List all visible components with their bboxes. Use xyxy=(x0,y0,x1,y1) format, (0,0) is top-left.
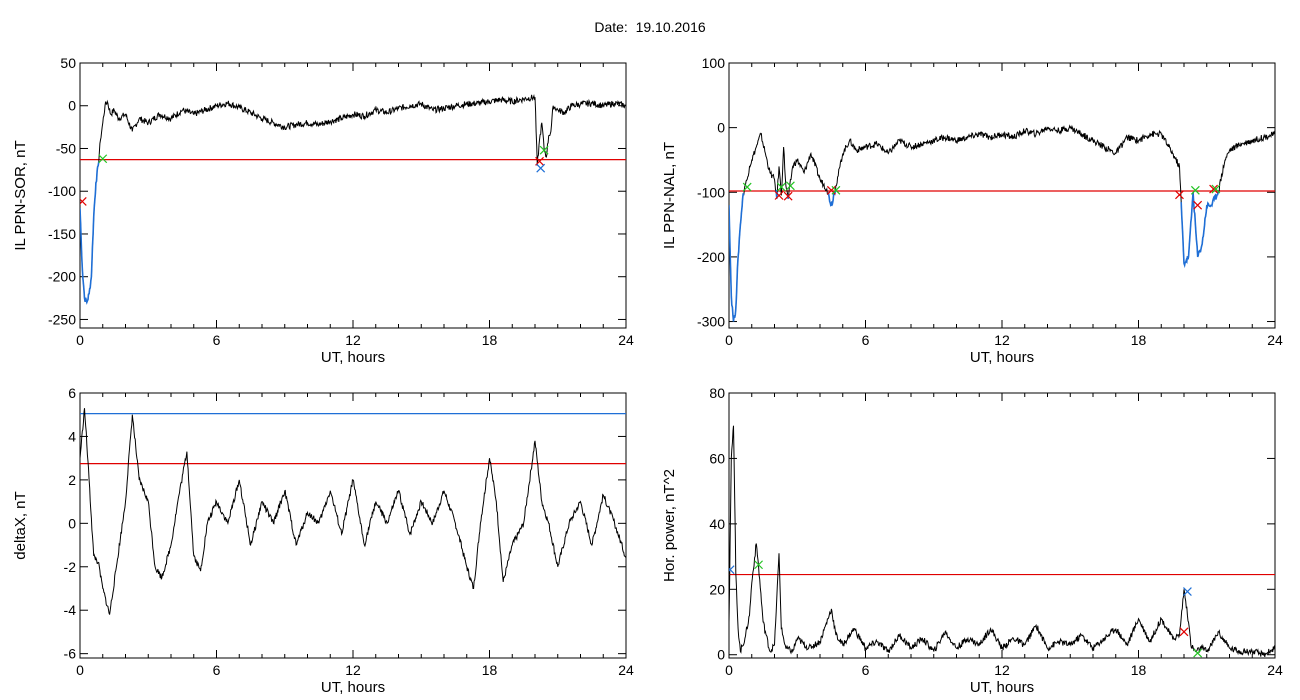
y-tick-label: 0 xyxy=(717,647,725,663)
x-tick-label: 12 xyxy=(994,662,1010,678)
panel-il-ppn-nal: 0 6 12 18 24 100 0 -100 -200 -300 UT, hours IL PPN-… xyxy=(661,55,1283,366)
red-x-marker xyxy=(774,191,784,200)
x-tick-label: 12 xyxy=(994,332,1010,348)
green-x-marker xyxy=(754,560,763,570)
x-tick-label: 0 xyxy=(76,662,84,678)
panel-il-ppn-sor: 0 6 12 18 24 50 0 -50 -100 -150 -200 -250 UT, hours I… xyxy=(12,55,634,366)
series-line xyxy=(80,408,626,615)
panel-deltax: 0 6 12 18 24 6 4 2 0 -2 -4 -6 UT, hours deltaX, nT xyxy=(12,385,634,696)
plot-area xyxy=(80,93,626,305)
x-tick-label: 18 xyxy=(1131,662,1147,678)
red-x-marker xyxy=(1193,200,1203,210)
plot-frame xyxy=(728,392,1276,659)
red-x-marker xyxy=(1209,184,1218,194)
x-tick-label: 0 xyxy=(725,332,733,348)
x-tick-label: 18 xyxy=(482,662,498,678)
y-tick-label: 4 xyxy=(68,428,76,444)
y-axis-title: IL PPN-SOR, nT xyxy=(12,140,29,250)
y-axis-title: IL PPN-NAL, nT xyxy=(661,142,678,249)
y-tick-label: 20 xyxy=(709,581,725,597)
x-tick-label: 0 xyxy=(76,332,84,348)
y-tick-label: 0 xyxy=(68,515,76,531)
y-tick-label: 6 xyxy=(68,385,76,401)
y-tick-label: 50 xyxy=(60,55,76,71)
red-x-marker xyxy=(826,185,836,195)
series-line xyxy=(80,93,626,304)
green-x-marker xyxy=(1193,648,1203,658)
x-tick-label: 18 xyxy=(1131,332,1147,348)
green-x-marker xyxy=(1190,185,1200,195)
red-x-marker xyxy=(80,197,87,206)
y-tick-label: 2 xyxy=(68,472,76,488)
below-threshold-segment xyxy=(1180,191,1220,269)
x-tick-label: 6 xyxy=(862,662,870,678)
red-x-marker xyxy=(1179,627,1189,637)
date-title: Date: 19.10.2016 xyxy=(594,19,706,35)
x-tick-label: 24 xyxy=(618,662,634,678)
green-x-marker xyxy=(539,145,549,155)
x-tick-label: 6 xyxy=(213,332,221,348)
x-tick-label: 6 xyxy=(862,332,870,348)
x-tick-label: 24 xyxy=(1267,662,1283,678)
y-tick-label: -250 xyxy=(48,311,76,327)
green-x-marker xyxy=(742,182,752,192)
green-x-marker xyxy=(786,181,795,191)
y-tick-label: -200 xyxy=(697,249,725,265)
series-line xyxy=(729,124,1275,322)
x-tick-label: 0 xyxy=(725,662,733,678)
y-tick-label: 60 xyxy=(709,450,725,466)
y-tick-label: -300 xyxy=(697,314,725,330)
y-tick-label: -6 xyxy=(64,646,77,662)
green-x-marker xyxy=(831,185,841,195)
plot-area xyxy=(80,408,626,615)
y-tick-label: -200 xyxy=(48,269,76,285)
y-tick-label: -150 xyxy=(48,226,76,242)
green-x-marker xyxy=(776,182,786,192)
y-tick-label: 0 xyxy=(717,120,725,136)
x-tick-label: 24 xyxy=(618,332,634,348)
green-x-marker xyxy=(1211,184,1221,194)
x-axis-title: UT, hours xyxy=(321,679,385,696)
y-tick-label: -100 xyxy=(48,183,76,199)
plot-area xyxy=(729,425,1275,658)
below-threshold-segment xyxy=(80,161,100,305)
below-threshold-segment xyxy=(729,193,745,322)
red-x-marker xyxy=(783,191,793,201)
y-tick-label: 80 xyxy=(709,385,725,401)
below-threshold-segment xyxy=(775,189,779,199)
y-tick-label: 40 xyxy=(709,516,725,532)
blue-x-marker xyxy=(536,163,546,173)
x-axis-title: UT, hours xyxy=(970,679,1034,696)
y-tick-label: -100 xyxy=(697,184,725,200)
y-tick-label: -50 xyxy=(56,140,76,156)
panel-hor-power: 0 6 12 18 24 80 60 40 20 0 UT, hours Hor. power, nT… xyxy=(661,385,1283,696)
x-tick-label: 6 xyxy=(213,662,221,678)
y-tick-label: 0 xyxy=(68,98,76,114)
series-line xyxy=(729,425,1275,657)
x-tick-label: 24 xyxy=(1267,332,1283,348)
x-tick-label: 12 xyxy=(345,662,361,678)
red-x-marker xyxy=(1175,190,1184,200)
x-axis-title: UT, hours xyxy=(321,349,385,366)
green-x-marker xyxy=(98,154,108,164)
blue-x-marker xyxy=(729,565,735,575)
blue-x-marker xyxy=(1182,587,1192,597)
x-tick-label: 18 xyxy=(482,332,498,348)
x-tick-label: 12 xyxy=(345,332,361,348)
y-tick-label: -4 xyxy=(64,602,77,618)
x-axis-title: UT, hours xyxy=(970,349,1034,366)
y-tick-label: 100 xyxy=(702,55,726,71)
plot-area xyxy=(729,124,1275,322)
plot-frame xyxy=(79,392,627,659)
y-axis-title: deltaX, nT xyxy=(12,491,29,559)
y-axis-title: Hor. power, nT^2 xyxy=(661,469,678,582)
y-tick-label: -2 xyxy=(64,559,77,575)
plot-frame xyxy=(79,62,627,329)
